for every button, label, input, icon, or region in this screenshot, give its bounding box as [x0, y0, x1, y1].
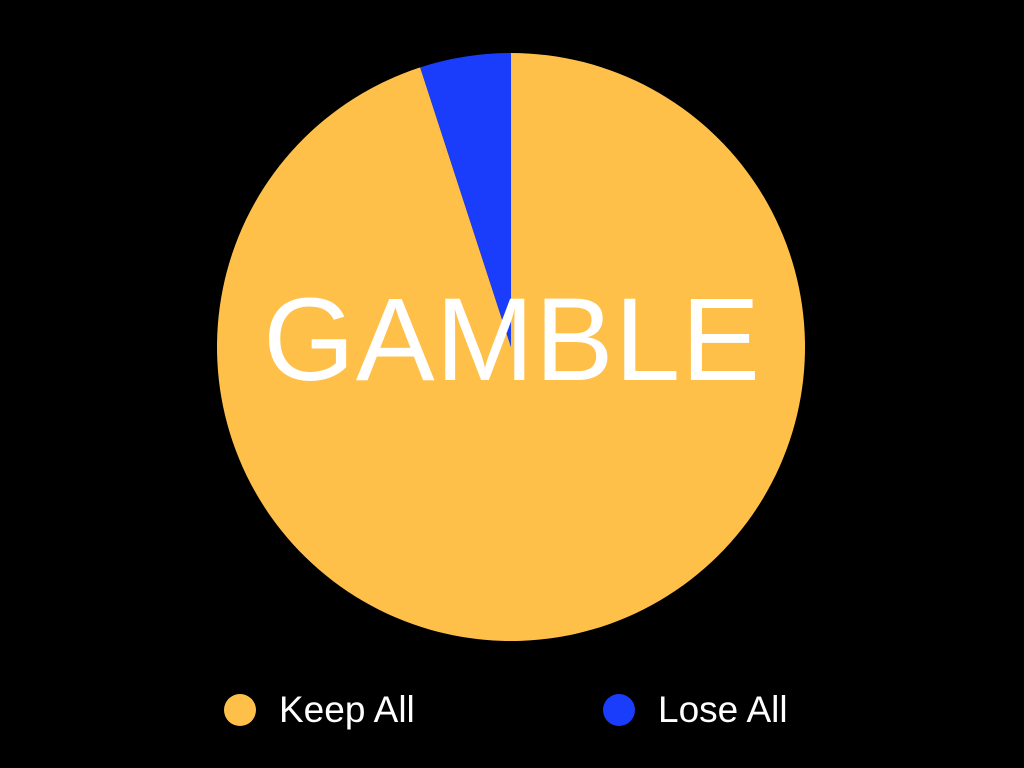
legend-item-lose-all: Lose All [603, 688, 788, 732]
legend-swatch-keep-all [224, 694, 256, 726]
legend-swatch-lose-all [603, 694, 635, 726]
pie-slice-keep-all [216, 53, 805, 642]
pie-slice-lose-all [420, 53, 511, 347]
legend-label-lose-all: Lose All [658, 689, 788, 730]
pie-slices [216, 53, 805, 642]
legend-label-keep-all: Keep All [279, 689, 415, 730]
legend-item-keep-all: Keep All [224, 688, 415, 732]
